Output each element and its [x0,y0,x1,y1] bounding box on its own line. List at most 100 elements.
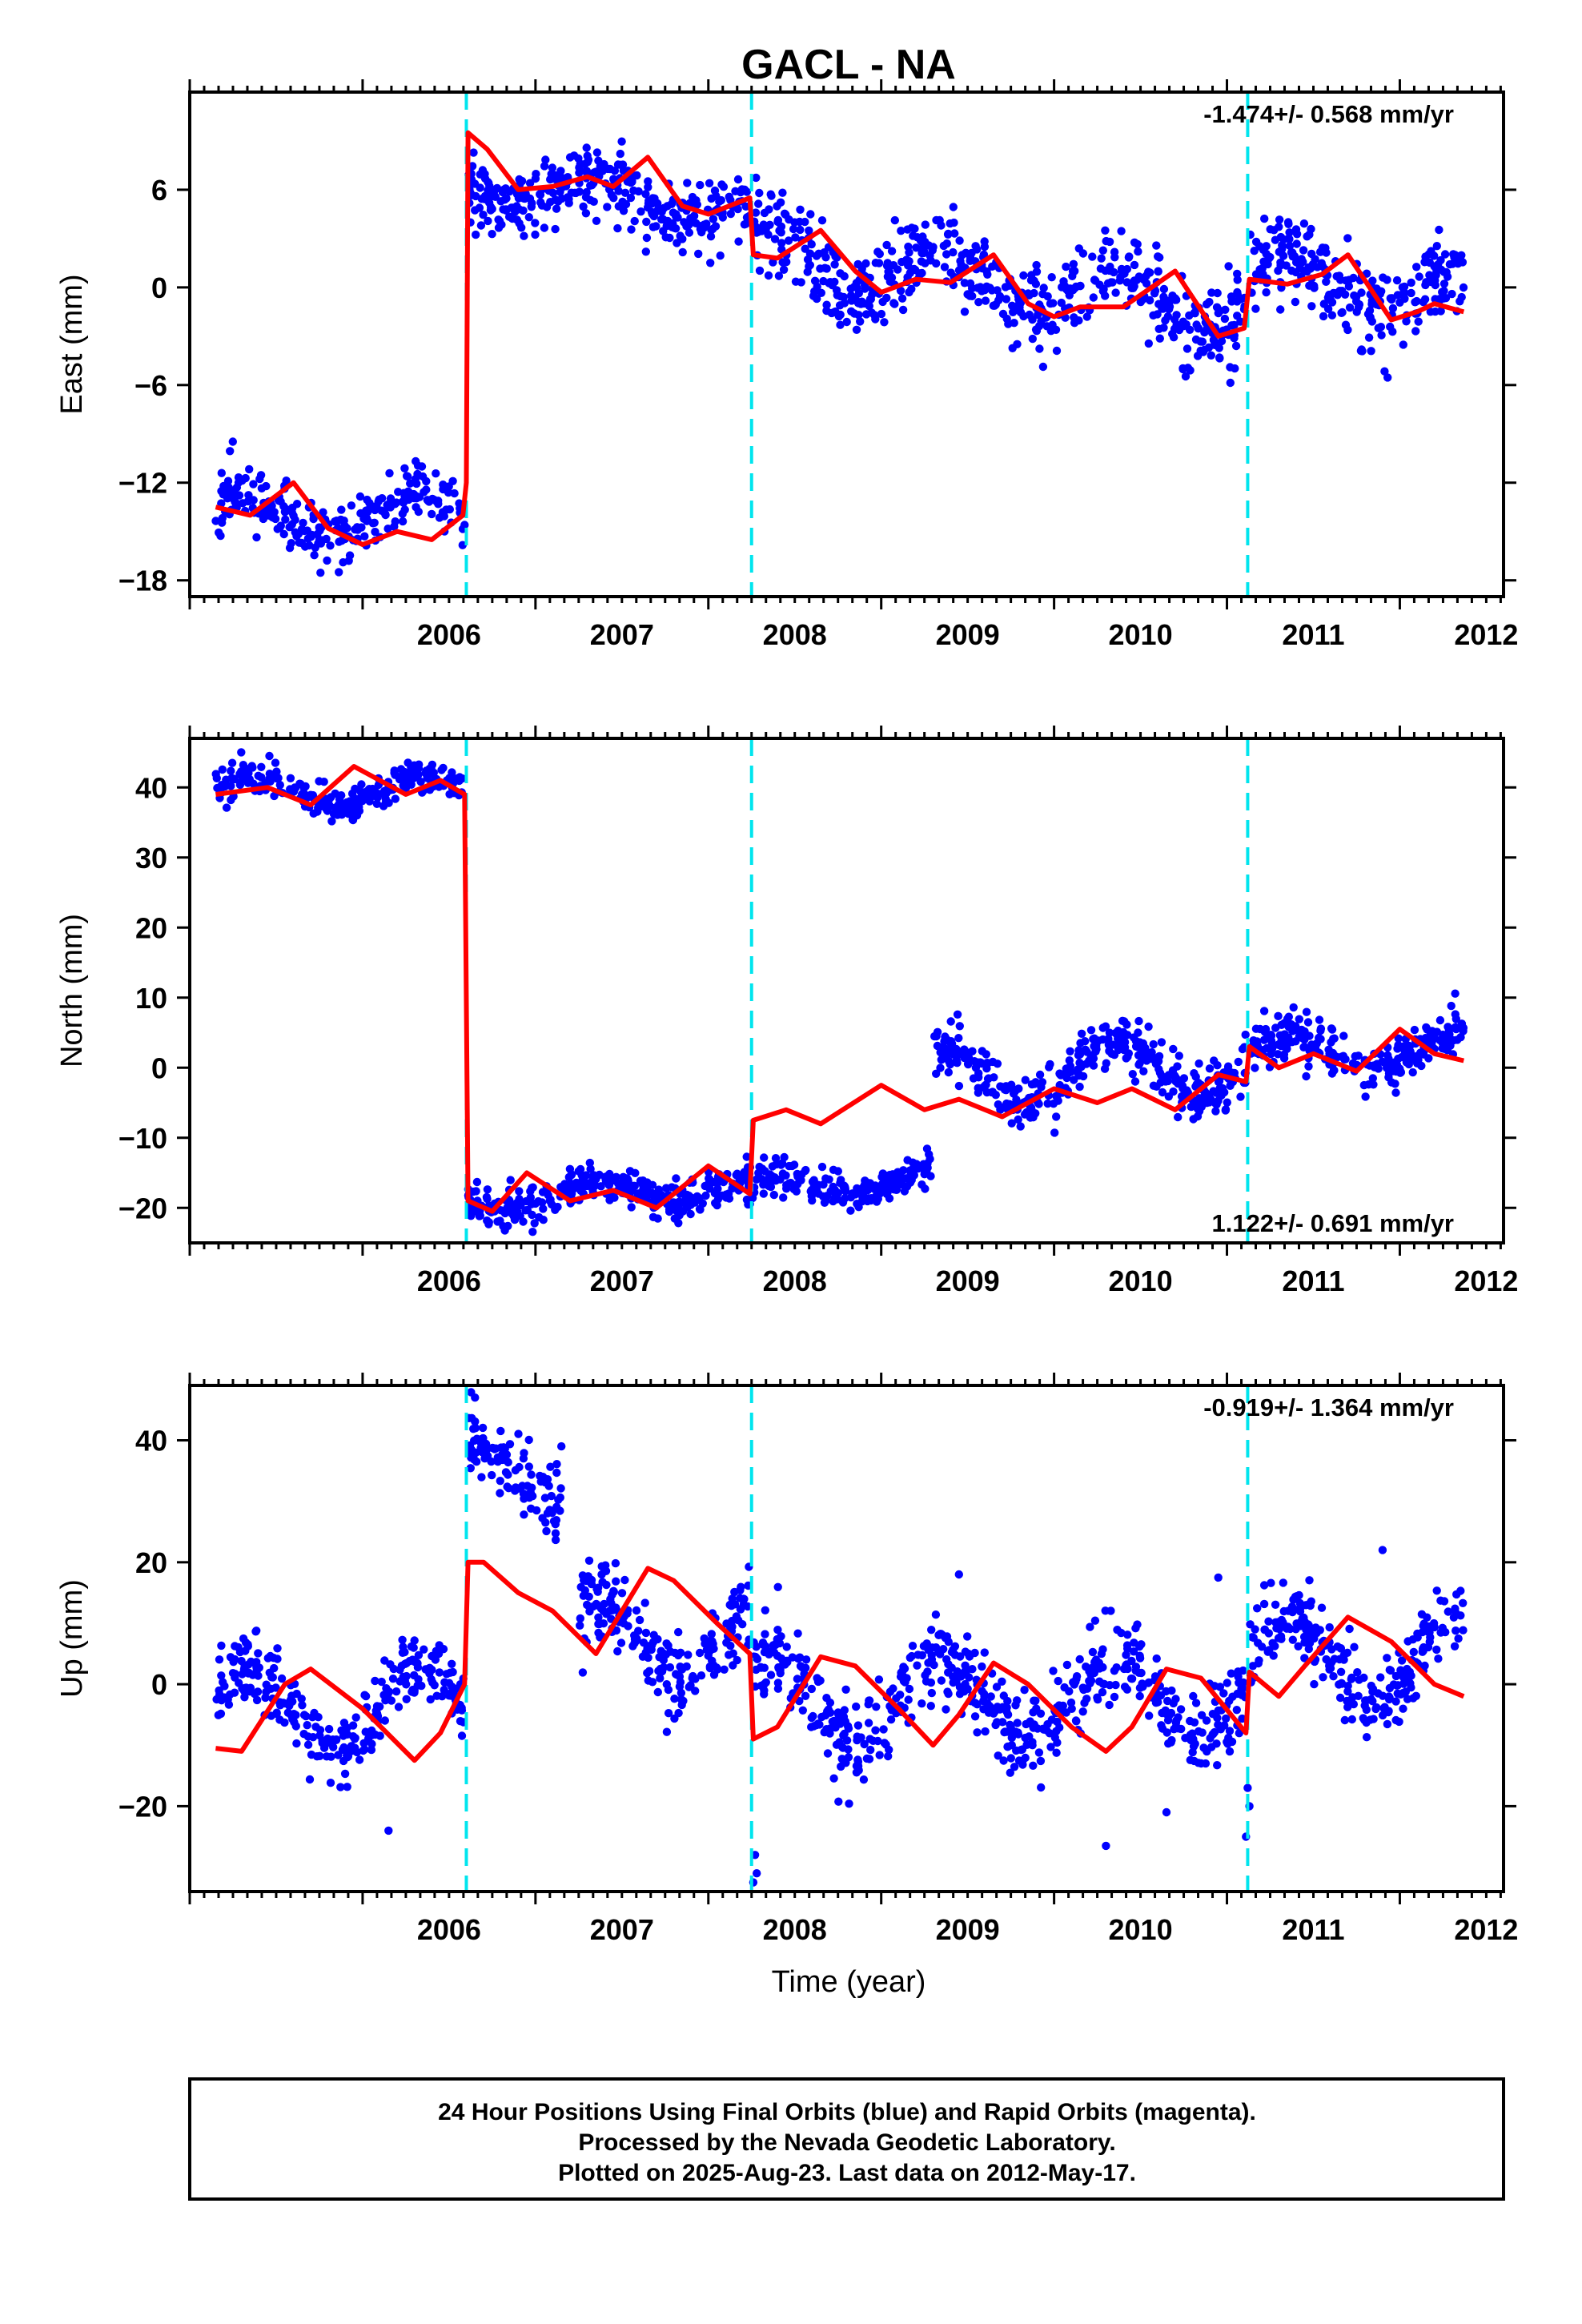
data-point [1351,1051,1359,1061]
data-point [1172,1716,1181,1725]
data-point [1155,253,1164,262]
data-point [860,1739,869,1749]
data-point [1031,1078,1040,1087]
data-point [685,228,694,237]
data-point [1414,1055,1423,1064]
data-point [596,1182,605,1191]
data-point [728,1622,737,1631]
data-point [1425,1637,1435,1647]
data-point [1310,1679,1319,1689]
data-point [840,271,849,281]
data-point [305,541,314,550]
data-point [1271,1642,1279,1651]
data-point [1279,1606,1288,1616]
data-point [1345,1624,1354,1634]
data-point [1383,1051,1392,1060]
data-point [999,1691,1009,1700]
data-point [766,1671,776,1679]
data-point [471,1424,480,1433]
data-point [773,215,783,225]
data-point [1451,989,1460,998]
data-point [639,1184,648,1194]
data-point [1050,1128,1059,1137]
data-point [896,1691,905,1699]
data-point [792,1187,801,1196]
data-point [830,1185,840,1195]
data-point [252,1626,261,1635]
data-point [1169,1044,1178,1054]
data-point [524,1435,533,1445]
data-point [629,186,638,195]
data-point [550,171,559,179]
data-point [1230,320,1239,330]
data-point [651,1196,660,1204]
data-point [998,1677,1006,1686]
data-point [1432,267,1441,275]
data-point [817,1162,827,1172]
data-point [1088,252,1097,261]
data-point [994,1751,1002,1760]
data-point [823,1192,832,1200]
data-point [736,1605,745,1614]
data-point [1167,1686,1176,1695]
data-point [1292,230,1302,239]
x-tick-label: 2012 [1454,618,1518,651]
data-point [761,1167,769,1176]
data-point [829,308,839,317]
data-point [805,226,813,235]
data-point [410,1688,419,1697]
data-point [1066,1047,1074,1056]
data-point [673,213,682,222]
data-point [1130,1077,1140,1086]
data-point [1194,324,1203,333]
data-point [823,1749,833,1758]
data-point [1347,1675,1356,1683]
data-point [472,1177,482,1187]
data-point [478,1423,488,1433]
data-point [807,1713,816,1723]
data-point [1452,1015,1461,1023]
data-point [494,223,504,232]
data-point [350,794,359,803]
data-point [1130,260,1139,270]
data-point [617,137,626,146]
data-point [1319,312,1328,321]
data-point [630,216,639,226]
data-point [861,1176,869,1185]
data-point [214,1711,223,1719]
data-point [1047,1715,1057,1724]
data-point [648,1678,657,1687]
data-point [1011,1701,1020,1710]
data-point [753,1869,761,1878]
data-point [1259,1599,1269,1609]
data-point [1275,215,1284,224]
data-point [951,1045,960,1054]
data-point [697,227,706,237]
data-point [1157,1038,1166,1047]
data-point [1341,1055,1350,1063]
data-point [919,1642,929,1651]
data-point [801,1663,810,1672]
data-point [713,1200,721,1210]
data-point [580,1576,588,1585]
data-point [221,489,230,498]
data-point [477,195,486,203]
data-point [761,225,770,234]
data-point [1021,1733,1030,1743]
data-point [619,1182,628,1191]
data-point [917,1651,927,1660]
data-point [1415,272,1423,281]
data-point [1316,1024,1326,1033]
data-point [1266,1044,1275,1053]
data-point [998,1103,1007,1112]
data-point [625,1186,634,1195]
data-point [1111,288,1120,297]
data-point [1300,1654,1309,1663]
data-point [324,1739,333,1747]
data-point [1124,253,1134,262]
data-point [291,528,299,537]
data-point [249,480,258,489]
data-point [504,1470,512,1479]
data-point [1267,1036,1276,1045]
data-point [861,310,871,319]
